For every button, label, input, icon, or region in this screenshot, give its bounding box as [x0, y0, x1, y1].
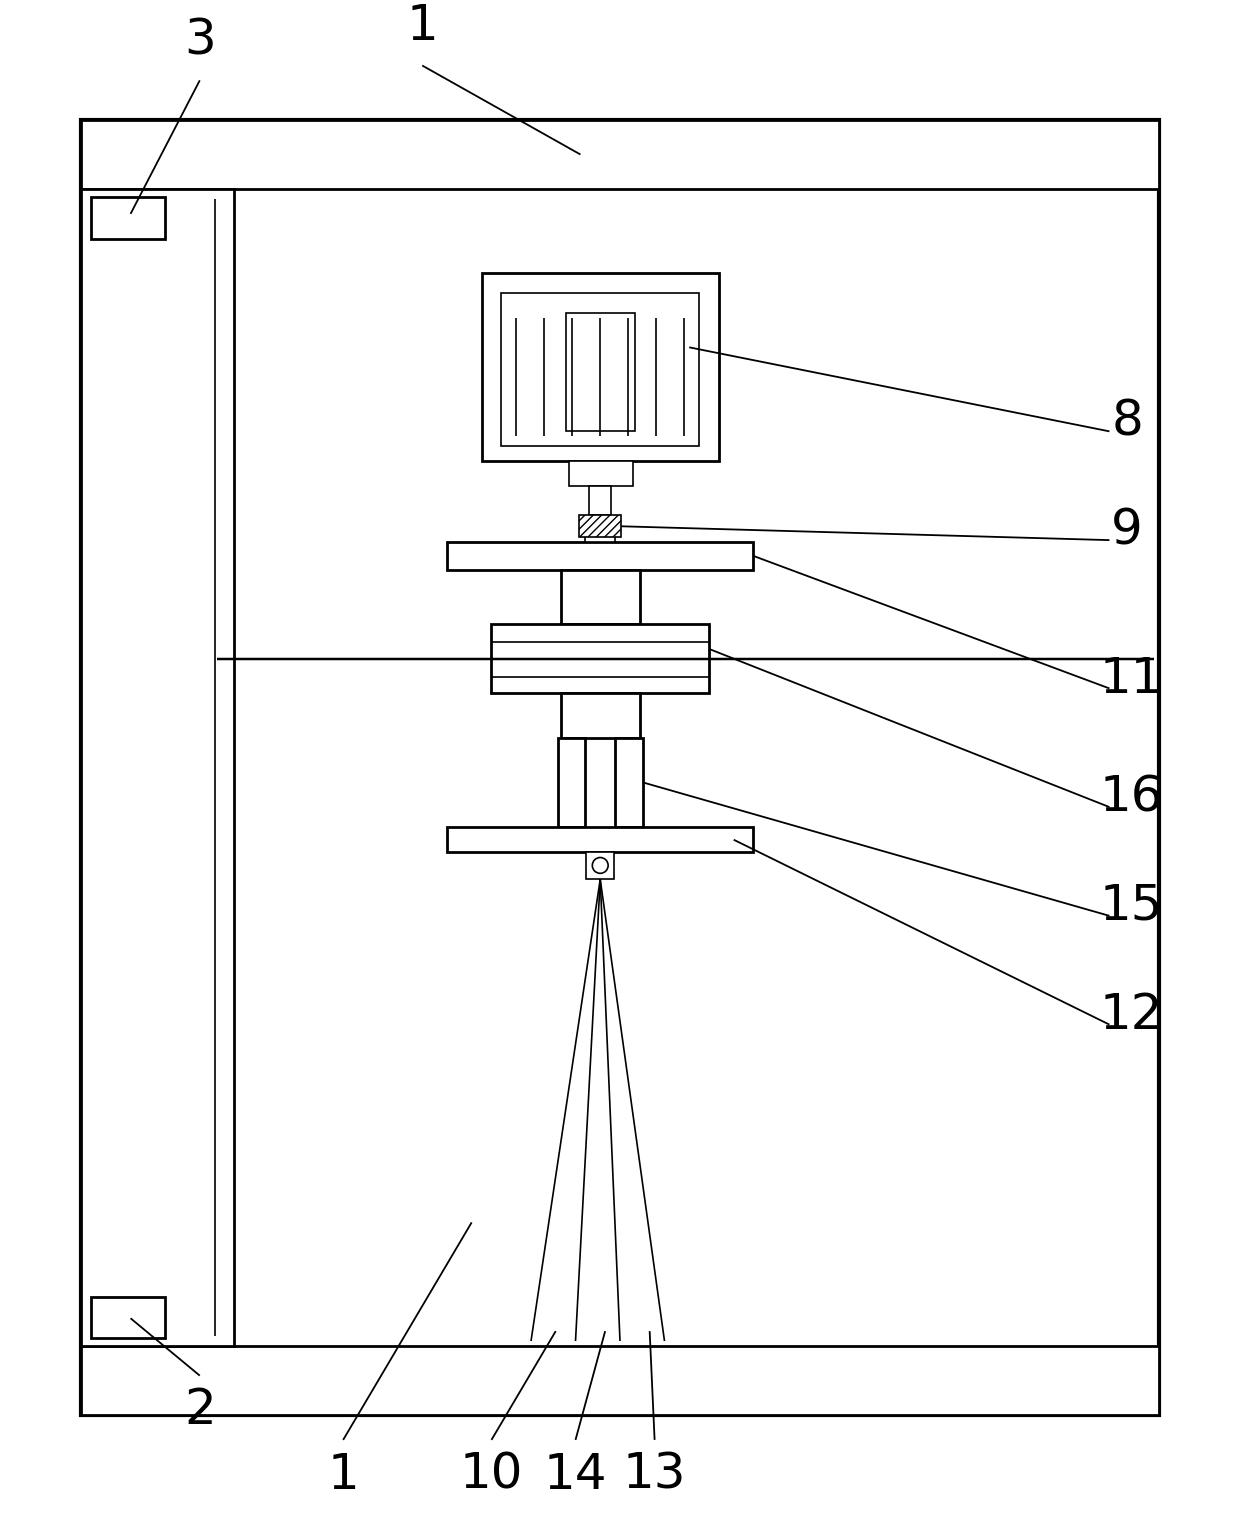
Bar [560, 570, 640, 624]
Text: 13: 13 [622, 1451, 687, 1499]
Circle shape [593, 858, 608, 873]
Text: 2: 2 [184, 1387, 216, 1434]
Bar [585, 535, 615, 542]
Text: 1: 1 [327, 1451, 360, 1499]
Text: 9: 9 [1111, 506, 1143, 554]
Bar [481, 273, 719, 462]
Text: 8: 8 [1111, 398, 1143, 445]
Bar [446, 826, 754, 852]
Text: 16: 16 [1100, 773, 1163, 822]
Bar [565, 313, 635, 431]
Bar [446, 542, 754, 570]
Text: 14: 14 [544, 1451, 608, 1499]
Text: 10: 10 [460, 1451, 523, 1499]
Text: 1: 1 [407, 2, 438, 50]
Text: 11: 11 [1100, 655, 1163, 703]
Bar [91, 1297, 165, 1338]
Bar [81, 120, 1159, 188]
Bar [501, 293, 699, 447]
Text: 3: 3 [184, 17, 216, 65]
Bar [81, 120, 1159, 1416]
Bar [579, 515, 621, 538]
Text: 15: 15 [1100, 883, 1163, 930]
Bar [615, 738, 642, 826]
Bar [91, 197, 165, 238]
Bar [569, 462, 632, 486]
Bar [81, 1346, 1159, 1416]
Bar [589, 486, 611, 515]
Bar [491, 624, 709, 693]
Bar [587, 852, 614, 880]
Bar [560, 693, 640, 738]
Bar [558, 738, 585, 826]
Bar [81, 188, 234, 1346]
Text: 12: 12 [1100, 990, 1163, 1039]
